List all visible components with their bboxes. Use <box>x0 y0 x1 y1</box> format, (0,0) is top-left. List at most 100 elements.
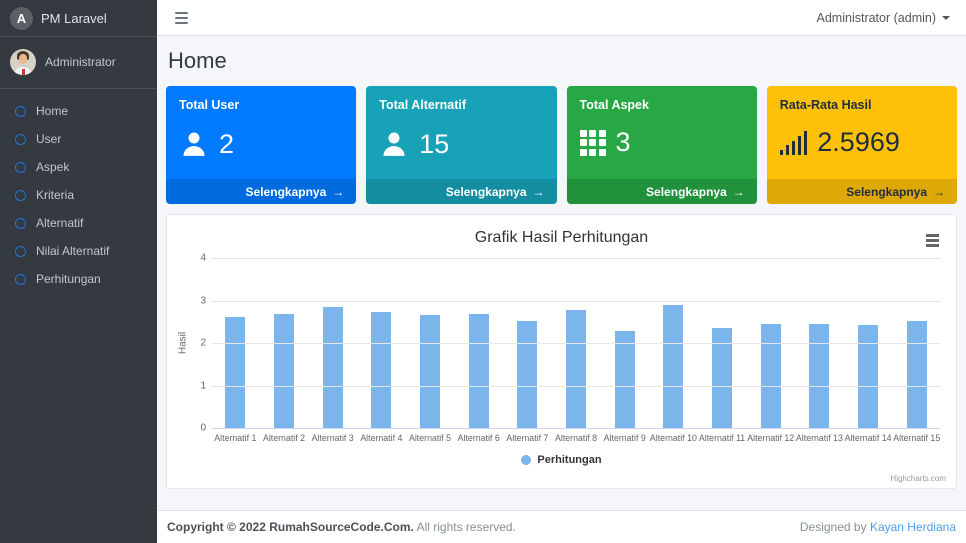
user-menu-label: Administrator (admin) <box>816 10 936 25</box>
x-tick-label: Alternatif 9 <box>603 433 646 443</box>
sidebar-item-user[interactable]: User <box>0 125 157 153</box>
sidebar-nav: Home User Aspek Kriteria Alternatif Nila… <box>0 89 157 301</box>
gridline <box>211 428 941 429</box>
sidebar-item-aspek[interactable]: Aspek <box>0 153 157 181</box>
bar-alternatif-7[interactable] <box>517 320 538 428</box>
caret-down-icon <box>942 15 950 20</box>
sidebar-item-label: Alternatif <box>36 216 84 230</box>
card-value: 2 <box>219 128 235 159</box>
card-total-user: Total User 2 Selengkapnya <box>166 86 357 204</box>
x-tick-label: Alternatif 8 <box>555 433 598 443</box>
card-value: 15 <box>419 128 450 159</box>
gridline <box>211 343 941 344</box>
x-tick-label: Alternatif 1 <box>214 433 257 443</box>
sidebar-item-kriteria[interactable]: Kriteria <box>0 181 157 209</box>
circle-icon <box>15 245 26 257</box>
circle-icon <box>15 189 26 201</box>
x-tick-label: Alternatif 10 <box>649 433 697 443</box>
selengkapnya-link[interactable]: Selengkapnya <box>766 179 957 204</box>
x-tick-label: Alternatif 3 <box>311 433 354 443</box>
chart-yticks: 0 1 2 3 4 <box>191 253 211 443</box>
sidebar-user-panel[interactable]: Administrator <box>0 37 157 89</box>
x-tick-label: Alternatif 7 <box>506 433 549 443</box>
x-tick-label: Alternatif 13 <box>795 433 843 443</box>
brand-link[interactable]: A PM Laravel <box>0 0 157 37</box>
bar-alternatif-10[interactable] <box>663 304 684 428</box>
user-icon <box>179 129 209 159</box>
sidebar-item-home[interactable]: Home <box>0 97 157 125</box>
sidebar-item-nilai-alternatif[interactable]: Nilai Alternatif <box>0 237 157 265</box>
arrow-right-icon <box>927 185 945 199</box>
selengkapnya-link[interactable]: Selengkapnya <box>166 179 357 204</box>
bar-alternatif-9[interactable] <box>614 330 635 428</box>
bar-alternatif-3[interactable] <box>322 306 343 428</box>
gridline <box>211 300 941 302</box>
stat-cards-row: Total User 2 Selengkapnya Total Alternat… <box>166 86 957 204</box>
grid-icon <box>579 129 606 156</box>
bar-alternatif-15[interactable] <box>906 320 927 428</box>
bar-alternatif-8[interactable] <box>566 310 587 428</box>
bar-alternatif-11[interactable] <box>712 328 733 428</box>
sidebar-item-label: Kriteria <box>36 188 75 202</box>
x-tick-label: Alternatif 5 <box>408 433 452 443</box>
card-value: 2.5969 <box>817 127 900 157</box>
sidebar-item-perhitungan[interactable]: Perhitungan <box>0 265 157 293</box>
bar-alternatif-12[interactable] <box>760 324 781 428</box>
signal-bars-icon <box>779 130 808 155</box>
sidebar-item-label: User <box>36 132 62 146</box>
x-tick-label: Alternatif 12 <box>747 433 795 443</box>
circle-icon <box>15 133 26 145</box>
x-tick-label: Alternatif 11 <box>698 433 746 443</box>
chart-legend-perhitungan[interactable]: Perhitungan <box>167 454 956 466</box>
top-navbar: Administrator (admin) <box>157 0 966 36</box>
page-title: Home <box>168 48 227 73</box>
card-label: Total Aspek <box>579 98 649 112</box>
selengkapnya-link[interactable]: Selengkapnya <box>566 179 757 204</box>
y-tick-label: 1 <box>200 380 206 391</box>
bar-alternatif-4[interactable] <box>371 311 392 428</box>
x-tick-label: Alternatif 15 <box>893 433 941 443</box>
y-axis-title: Hasil <box>177 331 189 355</box>
legend-marker-icon <box>521 455 532 465</box>
card-label: Total User <box>179 98 240 112</box>
content: Home Total User 2 Selengkapnya <box>157 36 966 510</box>
bar-alternatif-1[interactable] <box>225 316 246 428</box>
chart-plot <box>211 258 941 429</box>
x-tick-label: Alternatif 6 <box>457 433 500 443</box>
arrow-right-icon <box>527 185 545 199</box>
bar-alternatif-14[interactable] <box>858 325 879 428</box>
x-tick-label: Alternatif 4 <box>360 433 403 443</box>
bar-alternatif-2[interactable] <box>274 314 294 428</box>
sidebar-item-label: Nilai Alternatif <box>36 244 110 258</box>
highcharts-credit[interactable]: Highcharts.com <box>890 474 946 483</box>
circle-icon <box>15 105 26 117</box>
y-tick-label: 0 <box>200 422 206 434</box>
chart-xlabels: Alternatif 1 Alternatif 2 Alternatif 3 Alte… <box>211 433 941 443</box>
y-tick-label: 4 <box>200 252 206 264</box>
legend-label: Perhitungan <box>537 454 602 466</box>
designer-link[interactable]: Kayan Herdiana <box>869 520 956 534</box>
y-tick-label: 3 <box>200 295 206 306</box>
sidebar-item-alternatif[interactable]: Alternatif <box>0 209 157 237</box>
bar-alternatif-5[interactable] <box>420 314 441 428</box>
selengkapnya-link[interactable]: Selengkapnya <box>366 179 557 204</box>
user-menu-dropdown[interactable]: Administrator (admin) <box>817 11 950 25</box>
bar-alternatif-13[interactable] <box>809 324 830 428</box>
chart-context-menu-icon[interactable] <box>924 232 941 249</box>
x-tick-label: Alternatif 2 <box>262 433 306 443</box>
sidebar: A PM Laravel Administrator Home User Asp… <box>0 0 157 543</box>
sidebar-toggle-icon[interactable] <box>173 8 190 28</box>
card-rata-rata-hasil: Rata-Rata Hasil 2.5969 Selengkapnya <box>766 86 957 204</box>
arrow-right-icon <box>326 185 344 199</box>
card-value: 3 <box>615 127 631 157</box>
brand-title: PM Laravel <box>41 10 107 26</box>
circle-icon <box>15 217 26 229</box>
arrow-right-icon <box>727 185 745 199</box>
bar-alternatif-6[interactable] <box>468 313 489 428</box>
card-total-alternatif: Total Alternatif 15 Selengkapnya <box>366 86 557 204</box>
sidebar-item-label: Perhitungan <box>36 272 101 286</box>
sidebar-item-label: Aspek <box>36 160 70 174</box>
card-label: Rata-Rata Hasil <box>779 98 872 112</box>
sidebar-item-label: Home <box>36 104 69 118</box>
